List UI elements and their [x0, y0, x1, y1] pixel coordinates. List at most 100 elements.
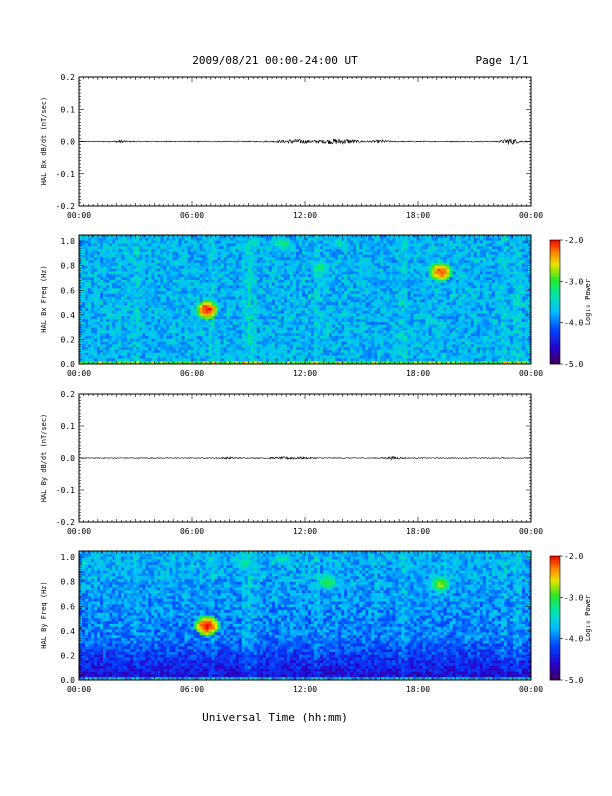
- heatmap-cell: [311, 241, 314, 244]
- heatmap-cell: [154, 283, 157, 286]
- heatmap-cell: [266, 302, 269, 305]
- heatmap-cell: [302, 294, 305, 297]
- heatmap-cell: [293, 277, 296, 280]
- heatmap-cell: [145, 319, 148, 322]
- heatmap-cell: [302, 336, 305, 339]
- heatmap-cell: [269, 350, 272, 353]
- heatmap-cell: [133, 263, 136, 266]
- heatmap-cell: [103, 333, 106, 336]
- heatmap-cell: [136, 257, 139, 260]
- heatmap-cell: [160, 285, 163, 288]
- heatmap-cell: [278, 311, 281, 314]
- heatmap-cell: [85, 252, 88, 255]
- heatmap-cell: [230, 358, 233, 361]
- heatmap-cell: [383, 294, 386, 297]
- heatmap-cell: [269, 358, 272, 361]
- heatmap-cell: [94, 269, 97, 272]
- heatmap-cell: [106, 249, 109, 252]
- heatmap-cell: [365, 305, 368, 308]
- heatmap-cell: [91, 238, 94, 241]
- heatmap-cell: [157, 308, 160, 311]
- heatmap-cell: [347, 308, 350, 311]
- heatmap-cell: [356, 285, 359, 288]
- heatmap-cell: [136, 269, 139, 272]
- heatmap-cell: [139, 249, 142, 252]
- heatmap-cell: [127, 263, 130, 266]
- heatmap-cell: [251, 339, 254, 342]
- heatmap-cell: [148, 353, 151, 356]
- heatmap-cell: [269, 300, 272, 303]
- heatmap-cell: [368, 330, 371, 333]
- heatmap-cell: [377, 308, 380, 311]
- heatmap-cell: [305, 339, 308, 342]
- heatmap-cell: [299, 238, 302, 241]
- heatmap-cell: [311, 302, 314, 305]
- heatmap-cell: [109, 353, 112, 356]
- heatmap-cell: [254, 283, 257, 286]
- heatmap-cell: [374, 311, 377, 314]
- heatmap-cell: [356, 347, 359, 350]
- heatmap-cell: [263, 330, 266, 333]
- heatmap-cell: [335, 330, 338, 333]
- heatmap-cell: [326, 294, 329, 297]
- heatmap-cell: [257, 308, 260, 311]
- heatmap-cell: [151, 350, 154, 353]
- heatmap-cell: [230, 333, 233, 336]
- heatmap-cell: [94, 257, 97, 260]
- heatmap-cell: [139, 288, 142, 291]
- heatmap-cell: [248, 274, 251, 277]
- heatmap-cell: [97, 342, 100, 345]
- heatmap-cell: [263, 328, 266, 331]
- heatmap-cell: [323, 328, 326, 331]
- heatmap-cell: [218, 260, 221, 263]
- heatmap-cell: [284, 325, 287, 328]
- heatmap-cell: [317, 328, 320, 331]
- heatmap-cell: [233, 249, 236, 252]
- heatmap-cell: [197, 314, 200, 317]
- heatmap-cell: [266, 353, 269, 356]
- heatmap-cell: [154, 288, 157, 291]
- heatmap-cell: [236, 314, 239, 317]
- heatmap-cell: [239, 358, 242, 361]
- heatmap-cell: [145, 333, 148, 336]
- heatmap-cell: [347, 339, 350, 342]
- heatmap-cell: [263, 283, 266, 286]
- heatmap-cell: [142, 356, 145, 359]
- heatmap-cell: [136, 280, 139, 283]
- heatmap-cell: [112, 257, 115, 260]
- heatmap-cell: [130, 243, 133, 246]
- heatmap-cell: [133, 336, 136, 339]
- heatmap-cell: [236, 285, 239, 288]
- heatmap-cell: [181, 241, 184, 244]
- heatmap-cell: [320, 342, 323, 345]
- heatmap-cell: [305, 316, 308, 319]
- heatmap-cell: [194, 336, 197, 339]
- heatmap-cell: [248, 339, 251, 342]
- heatmap-cell: [175, 238, 178, 241]
- heatmap-cell: [133, 342, 136, 345]
- heatmap-cell: [263, 271, 266, 274]
- heatmap-cell: [329, 330, 332, 333]
- heatmap-cell: [290, 344, 293, 347]
- heatmap-cell: [350, 342, 353, 345]
- heatmap-cell: [371, 266, 374, 269]
- heatmap-cell: [209, 347, 212, 350]
- heatmap-cell: [326, 280, 329, 283]
- heatmap-cell: [197, 328, 200, 331]
- heatmap-cell: [380, 347, 383, 350]
- heatmap-cell: [338, 291, 341, 294]
- heatmap-cell: [154, 330, 157, 333]
- heatmap-cell: [278, 238, 281, 241]
- heatmap-cell: [314, 311, 317, 314]
- heatmap-cell: [233, 241, 236, 244]
- heatmap-cell: [163, 302, 166, 305]
- heatmap-cell: [344, 328, 347, 331]
- heatmap-cell: [230, 336, 233, 339]
- heatmap-cell: [157, 302, 160, 305]
- heatmap-cell: [163, 311, 166, 314]
- heatmap-cell: [383, 311, 386, 314]
- heatmap-cell: [320, 260, 323, 263]
- heatmap-cell: [206, 308, 209, 311]
- heatmap-cell: [175, 280, 178, 283]
- heatmap-cell: [112, 291, 115, 294]
